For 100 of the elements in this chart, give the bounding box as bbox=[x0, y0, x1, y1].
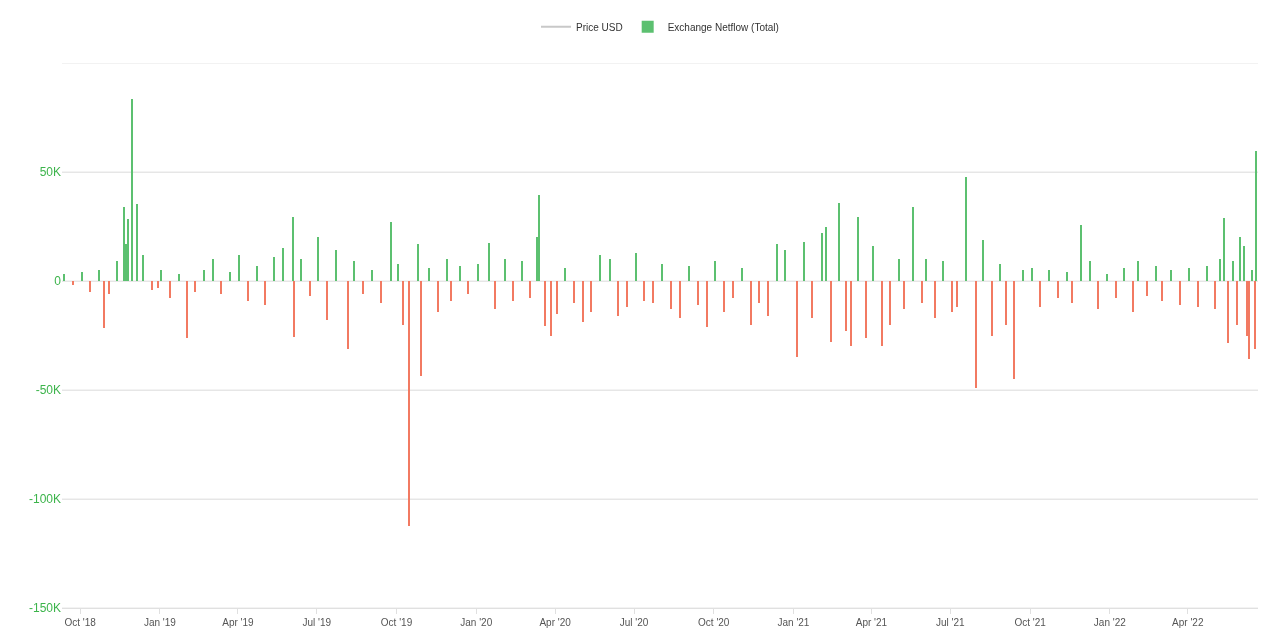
bar bbox=[1031, 268, 1033, 281]
bar bbox=[661, 264, 663, 281]
bar bbox=[417, 244, 419, 281]
bar bbox=[446, 259, 448, 281]
bar bbox=[796, 281, 798, 357]
bar bbox=[136, 204, 138, 281]
y-tick-label: 50K bbox=[39, 165, 61, 180]
bar bbox=[247, 281, 249, 301]
bar bbox=[488, 243, 490, 281]
y-tick-label: -50K bbox=[35, 383, 61, 398]
bar bbox=[1161, 281, 1163, 301]
bar bbox=[1137, 261, 1139, 281]
bar bbox=[811, 281, 813, 318]
bar bbox=[238, 255, 240, 281]
bar bbox=[951, 281, 953, 312]
bar bbox=[229, 272, 231, 281]
x-tick-label: Jan '22 bbox=[1093, 617, 1127, 628]
bar bbox=[1248, 281, 1250, 359]
bar bbox=[830, 281, 832, 342]
bar bbox=[921, 281, 923, 303]
bar bbox=[467, 281, 469, 294]
bar bbox=[750, 281, 752, 325]
x-tick-label: Oct '18 bbox=[64, 617, 97, 628]
bar bbox=[845, 281, 847, 331]
bar bbox=[609, 259, 611, 281]
bar bbox=[160, 270, 162, 281]
bar bbox=[309, 281, 311, 296]
bar bbox=[1115, 281, 1117, 298]
x-tick-label: Jul '20 bbox=[619, 617, 649, 628]
y-tick-label: 0 bbox=[54, 274, 62, 289]
bar bbox=[194, 281, 196, 292]
bar bbox=[157, 281, 159, 288]
bar bbox=[1106, 274, 1108, 281]
bar bbox=[903, 281, 905, 309]
bar bbox=[256, 266, 258, 281]
bar bbox=[626, 281, 628, 307]
bar bbox=[326, 281, 328, 320]
bar bbox=[975, 281, 977, 388]
x-tick-label: Apr '20 bbox=[539, 617, 572, 628]
bar bbox=[459, 266, 461, 281]
bar bbox=[582, 281, 584, 322]
bar bbox=[521, 261, 523, 281]
bar bbox=[599, 255, 601, 281]
bar bbox=[912, 207, 914, 281]
bar bbox=[103, 281, 105, 328]
bar bbox=[362, 281, 364, 294]
bar bbox=[857, 217, 859, 281]
bar bbox=[335, 250, 337, 281]
bar bbox=[1214, 281, 1216, 309]
bar bbox=[72, 281, 74, 285]
bar bbox=[371, 270, 373, 281]
bar bbox=[991, 281, 993, 336]
bar bbox=[347, 281, 349, 349]
bar bbox=[293, 281, 295, 337]
bar bbox=[390, 222, 392, 281]
bar bbox=[1170, 270, 1172, 281]
bar bbox=[934, 281, 936, 318]
bar bbox=[1223, 218, 1225, 281]
bar bbox=[1057, 281, 1059, 298]
bar bbox=[408, 281, 410, 526]
bar bbox=[925, 259, 927, 281]
y-tick-label: -100K bbox=[28, 492, 61, 507]
x-tick-label: Apr '21 bbox=[855, 617, 888, 628]
bar bbox=[1097, 281, 1099, 309]
bar bbox=[850, 281, 852, 346]
bar bbox=[529, 281, 531, 298]
bar bbox=[116, 261, 118, 281]
bar bbox=[428, 268, 430, 281]
bar bbox=[127, 219, 129, 281]
bar bbox=[264, 281, 266, 305]
bar bbox=[131, 99, 133, 281]
bar bbox=[402, 281, 404, 325]
bar bbox=[1066, 272, 1068, 281]
x-tick-label: Apr '22 bbox=[1172, 617, 1204, 628]
bar bbox=[151, 281, 153, 290]
bar bbox=[1254, 281, 1256, 349]
bar bbox=[617, 281, 619, 316]
bar bbox=[1227, 281, 1229, 343]
bar bbox=[1188, 268, 1190, 281]
x-tick-label: Oct '21 bbox=[1014, 617, 1047, 628]
bar bbox=[556, 281, 558, 314]
bar bbox=[282, 248, 284, 281]
x-tick-label: Jul '19 bbox=[302, 617, 332, 628]
bar bbox=[1251, 270, 1253, 281]
bar bbox=[982, 240, 984, 281]
bar bbox=[123, 207, 125, 281]
bar bbox=[186, 281, 188, 338]
bar bbox=[590, 281, 592, 312]
bar bbox=[1089, 261, 1091, 281]
y-tick-label: -150K bbox=[28, 601, 61, 616]
bar bbox=[220, 281, 222, 294]
bar bbox=[212, 259, 214, 281]
bar bbox=[838, 203, 840, 281]
bar bbox=[679, 281, 681, 318]
bar bbox=[1219, 259, 1221, 281]
bar bbox=[292, 217, 294, 281]
bar bbox=[803, 242, 805, 281]
bar bbox=[825, 227, 827, 281]
bar bbox=[317, 237, 319, 281]
bar bbox=[1243, 246, 1245, 281]
